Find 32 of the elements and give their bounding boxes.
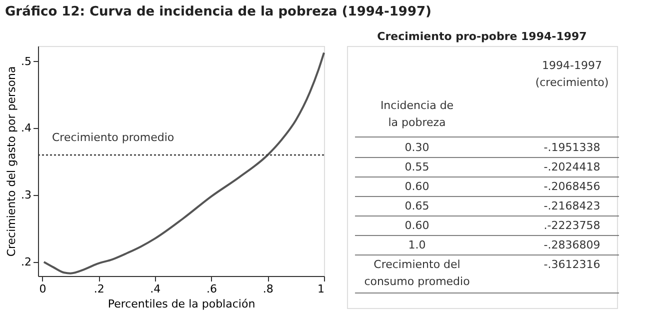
text: 1994-1997 (crecimiento) — [535, 59, 609, 89]
text: .-2223758 — [544, 219, 600, 232]
text: Crecimiento pro-pobre 1994-1997 — [377, 30, 587, 43]
text: -.2168423 — [544, 200, 600, 212]
chart-title: Gráfico 12: Curva de incidencia de la pobreza (1994-1997) — [5, 4, 432, 20]
text: -.2836809 — [544, 238, 600, 252]
y-tick-label: .5 — [21, 54, 32, 68]
text: 0.55 — [404, 160, 430, 174]
text: 1.0 — [408, 238, 426, 252]
text: -.3612316 — [544, 258, 600, 271]
text: Incidencia de la pobreza — [380, 99, 454, 129]
text: 0.30 — [404, 141, 430, 154]
x-tick-label: .2 — [94, 282, 104, 296]
ref-line-label: Crecimiento promedio — [52, 130, 174, 144]
text: -.2068456 — [544, 180, 600, 193]
x-tick-label: 1 — [318, 282, 324, 296]
text: -.2024418 — [544, 160, 600, 174]
text: 0.60 — [404, 180, 430, 193]
x-axis-title: Percentiles de la población — [108, 298, 256, 310]
y-tick-label: .4 — [21, 122, 32, 135]
y-tick-label: .3 — [21, 188, 32, 202]
x-tick-label: .8 — [262, 282, 274, 296]
text: -.1951338 — [544, 141, 600, 154]
x-tick-label: .6 — [206, 282, 218, 296]
text: Crecimiento del consumo promedio — [364, 258, 470, 288]
y-axis-title: Crecimiento del gasto por persona — [5, 66, 18, 257]
x-tick-label: .4 — [150, 282, 161, 296]
text: 0.60 — [404, 219, 430, 232]
x-tick-label: 0 — [39, 282, 46, 296]
text: 0.65 — [404, 200, 430, 212]
y-tick-label: .2 — [21, 255, 32, 268]
line-series — [42, 52, 325, 274]
